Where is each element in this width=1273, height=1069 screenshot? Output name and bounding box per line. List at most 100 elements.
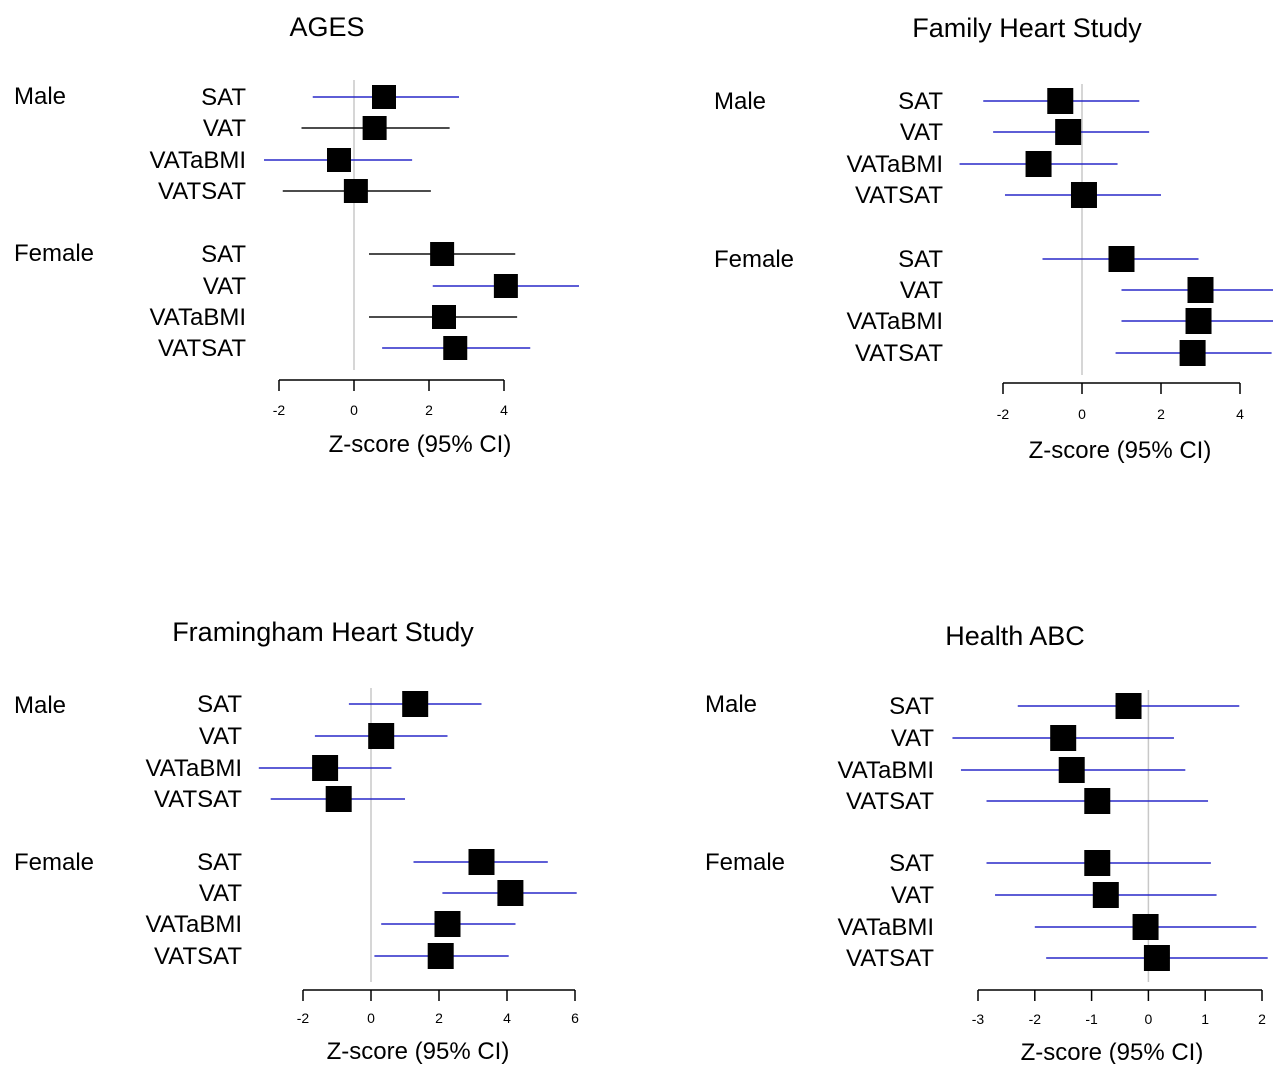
group-label-female: Female bbox=[705, 849, 785, 876]
group-label-female: Female bbox=[14, 849, 94, 876]
point-estimate-marker bbox=[368, 723, 395, 749]
point-estimate-marker bbox=[1132, 914, 1159, 940]
row-label-vatabmi: VATaBMI bbox=[838, 914, 934, 941]
row-label-sat: SAT bbox=[898, 88, 943, 115]
row-label-sat: SAT bbox=[201, 84, 246, 111]
row-label-vatabmi: VATaBMI bbox=[838, 757, 934, 784]
row-label-vatsat: VATSAT bbox=[846, 945, 934, 972]
x-tick-label: -2 bbox=[1029, 1011, 1042, 1027]
x-axis-label: Z-score (95% CI) bbox=[1029, 437, 1212, 464]
point-estimate-marker bbox=[493, 274, 518, 298]
row-label-vatabmi: VATaBMI bbox=[847, 308, 943, 335]
row-label-vatsat: VATSAT bbox=[154, 943, 242, 970]
row-label-vat: VAT bbox=[900, 277, 943, 304]
row-label-sat: SAT bbox=[889, 693, 934, 720]
chart-title: AGES bbox=[289, 12, 364, 42]
x-tick-label: -2 bbox=[997, 406, 1010, 422]
row-label-sat: SAT bbox=[197, 691, 242, 718]
row-label-vat: VAT bbox=[203, 115, 246, 142]
group-label-female: Female bbox=[714, 246, 794, 273]
row-label-vat: VAT bbox=[900, 119, 943, 146]
x-axis-label: Z-score (95% CI) bbox=[1021, 1039, 1204, 1064]
row-label-vatabmi: VATaBMI bbox=[146, 755, 242, 782]
point-estimate-marker bbox=[1084, 850, 1111, 876]
point-estimate-marker bbox=[434, 911, 461, 937]
x-tick-label: 2 bbox=[435, 1010, 443, 1026]
point-estimate-marker bbox=[312, 755, 339, 781]
point-estimate-marker bbox=[1050, 725, 1077, 751]
point-estimate-marker bbox=[468, 849, 495, 875]
point-estimate-marker bbox=[1047, 88, 1074, 114]
chart-title: Family Heart Study bbox=[912, 13, 1142, 43]
x-tick-label: 2 bbox=[1258, 1011, 1266, 1027]
x-tick-label: 0 bbox=[1145, 1011, 1153, 1027]
x-tick-label: 4 bbox=[1236, 406, 1244, 422]
row-label-vatsat: VATSAT bbox=[855, 340, 943, 367]
point-estimate-marker bbox=[1025, 151, 1052, 177]
point-estimate-marker bbox=[432, 305, 456, 329]
row-label-sat: SAT bbox=[889, 850, 934, 877]
x-tick-label: -1 bbox=[1085, 1011, 1098, 1027]
x-tick-label: 1 bbox=[1201, 1011, 1209, 1027]
row-label-vat: VAT bbox=[891, 725, 934, 752]
x-tick-label: 6 bbox=[571, 1010, 579, 1026]
point-estimate-marker bbox=[1108, 246, 1135, 272]
row-label-vatabmi: VATaBMI bbox=[150, 147, 246, 174]
row-label-vat: VAT bbox=[203, 273, 246, 300]
point-estimate-marker bbox=[1092, 882, 1119, 908]
point-estimate-marker bbox=[372, 85, 396, 109]
x-tick-label: -3 bbox=[972, 1011, 985, 1027]
row-label-vatsat: VATSAT bbox=[846, 788, 934, 815]
point-estimate-marker bbox=[1058, 757, 1085, 783]
point-estimate-marker bbox=[1055, 119, 1082, 145]
point-estimate-marker bbox=[1084, 788, 1111, 814]
point-estimate-marker bbox=[1185, 308, 1212, 334]
row-label-vat: VAT bbox=[199, 723, 242, 750]
chart-title: Framingham Heart Study bbox=[172, 617, 474, 647]
point-estimate-marker bbox=[497, 880, 524, 906]
x-tick-label: 0 bbox=[350, 402, 358, 418]
forest-panel-ages: AGES Male SAT VAT VATaBMI VATSAT Female SAT VAT V… bbox=[14, 12, 579, 458]
point-estimate-marker bbox=[430, 242, 455, 266]
point-estimate-marker bbox=[427, 943, 454, 969]
row-label-vatsat: VATSAT bbox=[154, 786, 242, 813]
group-label-male: Male bbox=[14, 692, 66, 719]
x-axis-label: Z-score (95% CI) bbox=[327, 1038, 510, 1064]
point-estimate-marker bbox=[343, 179, 368, 203]
chart-title: Health ABC bbox=[945, 621, 1085, 651]
x-tick-label: 0 bbox=[1078, 406, 1086, 422]
group-label-female: Female bbox=[14, 240, 94, 267]
row-label-sat: SAT bbox=[201, 241, 246, 268]
point-estimate-marker bbox=[1115, 693, 1142, 719]
row-label-vatsat: VATSAT bbox=[158, 335, 246, 362]
row-label-sat: SAT bbox=[898, 246, 943, 273]
row-label-sat: SAT bbox=[197, 849, 242, 876]
x-tick-label: -2 bbox=[273, 402, 286, 418]
group-label-male: Male bbox=[14, 83, 66, 110]
x-tick-label: 2 bbox=[425, 402, 433, 418]
point-estimate-marker bbox=[362, 116, 387, 140]
forest-panel-health-abc: Health ABC Male SAT VAT VATaBMI VATSAT Female S… bbox=[705, 621, 1268, 1066]
x-tick-label: -2 bbox=[297, 1010, 310, 1026]
point-estimate-marker bbox=[443, 336, 468, 360]
x-tick-label: 2 bbox=[1157, 406, 1165, 422]
point-estimate-marker bbox=[1070, 182, 1097, 208]
point-estimate-marker bbox=[402, 691, 429, 717]
row-label-vatsat: VATSAT bbox=[158, 178, 246, 205]
row-label-vatabmi: VATaBMI bbox=[150, 304, 246, 331]
x-axis-label: Z-score (95% CI) bbox=[329, 431, 512, 458]
point-estimate-marker bbox=[327, 148, 351, 172]
row-label-vatabmi: VATaBMI bbox=[146, 911, 242, 938]
point-estimate-marker bbox=[1187, 277, 1214, 303]
row-label-vatabmi: VATaBMI bbox=[847, 151, 943, 178]
x-tick-label: 0 bbox=[367, 1010, 375, 1026]
row-label-vat: VAT bbox=[891, 882, 934, 909]
row-label-vat: VAT bbox=[199, 880, 242, 907]
forest-panel-framingham-heart-study: Framingham Heart Study Male SAT VAT VATaBMI V… bbox=[14, 617, 579, 1065]
x-tick-label: 4 bbox=[503, 1010, 511, 1026]
x-tick-label: 4 bbox=[500, 402, 508, 418]
group-label-male: Male bbox=[705, 691, 757, 718]
